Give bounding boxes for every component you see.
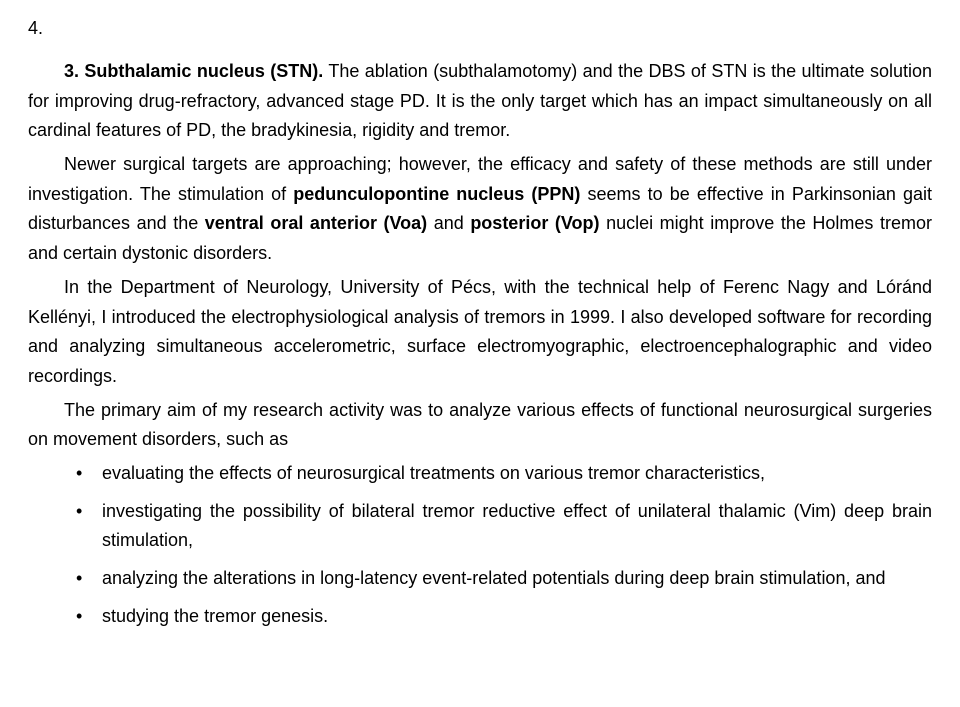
bullet-list: evaluating the effects of neurosurgical … <box>76 459 932 631</box>
paragraph-3: In the Department of Neurology, Universi… <box>28 273 932 392</box>
document-page: 4. 3. Subthalamic nucleus (STN). The abl… <box>0 0 960 679</box>
p2-d-bold: ventral oral anterior (Voa) <box>205 213 427 233</box>
list-item: evaluating the effects of neurosurgical … <box>76 459 932 489</box>
p1-lead-bold: 3. Subthalamic nucleus (STN). <box>64 61 323 81</box>
p2-e: and <box>427 213 470 233</box>
page-number: 4. <box>28 18 932 39</box>
paragraph-4: The primary aim of my research activity … <box>28 396 932 455</box>
p2-b-bold: pedunculopontine nucleus (PPN) <box>293 184 580 204</box>
p2-f-bold: posterior (Vop) <box>470 213 599 233</box>
list-item: studying the tremor genesis. <box>76 602 932 632</box>
list-item: investigating the possibility of bilater… <box>76 497 932 556</box>
paragraph-2: Newer surgical targets are approaching; … <box>28 150 932 269</box>
paragraph-1: 3. Subthalamic nucleus (STN). The ablati… <box>28 57 932 146</box>
list-item: analyzing the alterations in long-latenc… <box>76 564 932 594</box>
